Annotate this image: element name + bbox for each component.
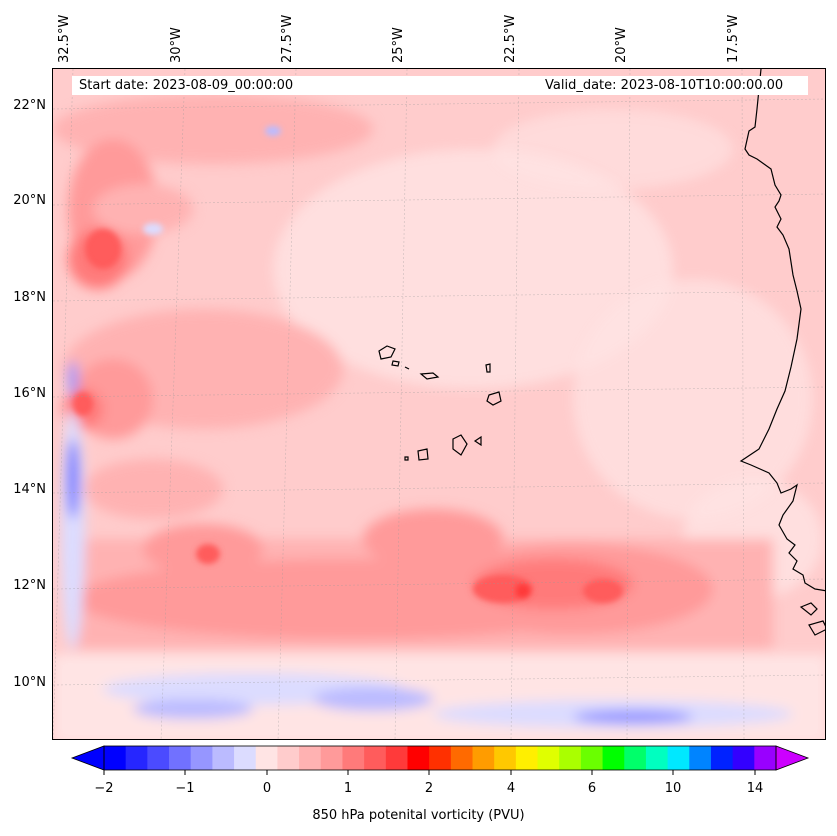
colorbar-tick-label: 14 [746, 781, 764, 796]
colorbar-segment [754, 746, 777, 770]
lon-label-20w: 20°W [614, 27, 629, 63]
colorbar-segment [537, 746, 560, 770]
lon-label-17-5w: 17.5°W [726, 14, 741, 63]
colorbar-segment [494, 746, 517, 770]
colorbar-segment [190, 746, 213, 770]
cape-verde-islands [378, 345, 502, 461]
colorbar-segments [104, 746, 777, 770]
colorbar-segment [385, 746, 408, 770]
colorbar-segment [667, 746, 690, 770]
colorbar [70, 745, 810, 775]
lon-label-30w: 30°W [169, 27, 184, 63]
colorbar-segment [472, 746, 495, 770]
colorbar-label: 850 hPa potenital vorticity (PVU) [312, 808, 525, 823]
colorbar-segment [429, 746, 452, 770]
lon-label-27-5w: 27.5°W [280, 14, 295, 63]
colorbar-segment [645, 746, 669, 770]
pv-maxima [73, 126, 623, 603]
colorbar-segment [299, 746, 322, 770]
colorbar-segment [104, 746, 127, 770]
colorbar-segment [147, 746, 170, 770]
lat-label-22n: 22°N [13, 98, 46, 113]
colorbar-segment [559, 746, 582, 770]
colorbar-tick-label: −2 [94, 781, 114, 796]
colorbar-segment [169, 746, 192, 770]
start-date-label: Start date: 2023-08-09_00:00:00 [79, 78, 294, 93]
lat-label-20n: 20°N [13, 193, 46, 208]
colorbar-tick-label: −1 [175, 781, 195, 796]
pv-field-map [53, 69, 825, 739]
colorbar-tick-label: 4 [506, 781, 516, 796]
colorbar-extend-max [775, 745, 810, 771]
colorbar-tick-label: 6 [587, 781, 597, 796]
colorbar-tick-label: 10 [664, 781, 682, 796]
colorbar-extend-min [70, 745, 105, 771]
colorbar-segment [342, 746, 365, 770]
colorbar-segment [515, 746, 539, 770]
colorbar-segment [450, 746, 474, 770]
colorbar-segment [320, 746, 343, 770]
lon-label-22-5w: 22.5°W [503, 14, 518, 63]
lon-label-32-5w: 32.5°W [57, 14, 72, 63]
colorbar-segment [732, 746, 755, 770]
lat-label-12n: 12°N [13, 578, 46, 593]
colorbar-segment [364, 746, 387, 770]
colorbar-segment [710, 746, 734, 770]
colorbar-segment [407, 746, 430, 770]
colorbar-segment [277, 746, 300, 770]
colorbar-segment [212, 746, 235, 770]
colorbar-tick-label: 1 [343, 781, 353, 796]
lat-label-10n: 10°N [13, 675, 46, 690]
africa-coastline-islands [799, 602, 825, 636]
colorbar-tick-label: 2 [424, 781, 434, 796]
lat-label-14n: 14°N [13, 482, 46, 497]
lat-label-18n: 18°N [13, 290, 46, 305]
date-annotation-box [72, 76, 808, 95]
colorbar-segment [580, 746, 604, 770]
colorbar-segment [125, 746, 148, 770]
colorbar-segment [234, 746, 257, 770]
map-panel[interactable] [52, 68, 826, 740]
africa-coastline [739, 69, 825, 592]
lat-label-16n: 16°N [13, 386, 46, 401]
colorbar-segment [602, 746, 625, 770]
lon-label-25w: 25°W [391, 27, 406, 63]
colorbar-tick-label: 0 [262, 781, 272, 796]
colorbar-segment [689, 746, 712, 770]
colorbar-ticks [103, 770, 756, 775]
valid-date-label: Valid_date: 2023-08-10T10:00:00.00 [545, 78, 784, 93]
map-gridlines [53, 69, 825, 739]
colorbar-segment [255, 746, 278, 770]
colorbar-outline [103, 745, 777, 771]
colorbar-segment [624, 746, 647, 770]
